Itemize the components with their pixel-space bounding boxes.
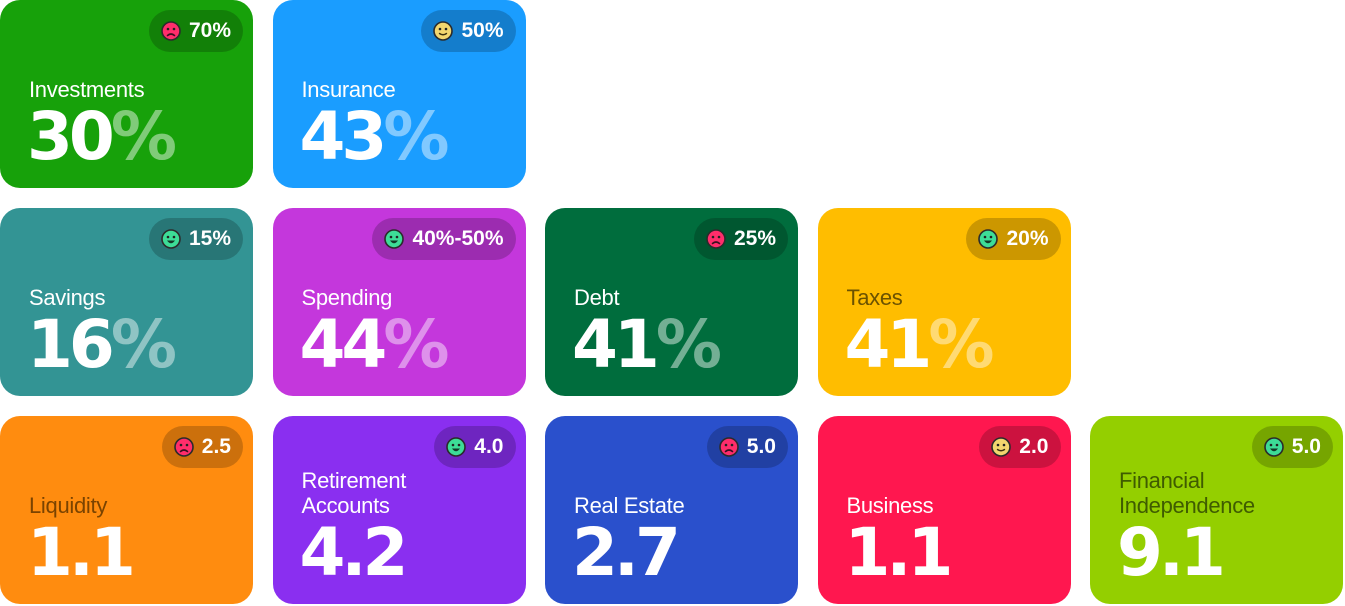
target-badge: 25% [693, 218, 788, 260]
value-number: 4.2 [299, 514, 409, 591]
badge-text: 5.0 [746, 435, 776, 458]
target-badge: 70% [148, 10, 243, 52]
value-number: 43 [299, 98, 388, 175]
target-badge: 2.5 [161, 426, 243, 468]
happy-face-icon [1263, 437, 1284, 457]
card-value: 16% [27, 312, 177, 378]
card-value: 41% [845, 312, 995, 378]
card-retirement-accounts[interactable]: 4.0 Retirement Accounts 4.2 [272, 416, 526, 604]
value-number: 9.1 [1117, 514, 1226, 591]
sad-face-icon [161, 21, 181, 41]
card-liquidity[interactable]: 2.5 Liquidity 1.1 [0, 416, 253, 604]
badge-text: 50% [461, 19, 504, 42]
card-investments[interactable]: 70% Investments 30% [0, 0, 253, 188]
card-real-estate[interactable]: 5.0 Real Estate 2.7 [545, 416, 798, 604]
value-number: 1.1 [844, 514, 954, 591]
card-label: Business [846, 493, 934, 518]
value-number: 16 [27, 306, 115, 383]
value-number: 1.1 [27, 514, 136, 591]
value-number: 30 [27, 98, 115, 175]
value-unit: % [383, 98, 449, 175]
card-value: 30% [27, 104, 177, 170]
target-badge: 20% [966, 218, 1061, 260]
card-label: Savings [29, 285, 106, 310]
badge-text: 5.0 [1291, 435, 1321, 458]
sad-face-icon [706, 229, 726, 249]
value-unit: % [110, 98, 177, 175]
sad-face-icon [718, 437, 739, 457]
badge-text: 4.0 [474, 435, 504, 458]
value-unit: % [383, 306, 449, 383]
card-label: Taxes [846, 285, 903, 310]
card-value: 1.1 [27, 520, 136, 586]
card-value: 1.1 [845, 520, 954, 586]
card-value: 4.2 [300, 520, 409, 586]
target-badge: 2.0 [979, 426, 1061, 468]
neutral-face-icon [991, 437, 1012, 457]
badge-text: 2.5 [201, 435, 231, 458]
card-savings[interactable]: 15% Savings 16% [0, 208, 253, 396]
target-badge: 4.0 [434, 426, 516, 468]
card-value: 41% [572, 312, 722, 378]
card-value: 9.1 [1117, 520, 1226, 586]
sad-face-icon [173, 437, 194, 457]
badge-text: 70% [188, 19, 231, 42]
target-badge: 5.0 [1251, 426, 1333, 468]
badge-text: 20% [1006, 227, 1049, 250]
value-number: 44 [299, 306, 388, 383]
value-number: 2.7 [572, 514, 681, 591]
card-value: 44% [300, 312, 450, 378]
target-badge: 5.0 [706, 426, 788, 468]
neutral-face-icon [433, 21, 454, 41]
badge-text: 40%-50% [412, 227, 504, 250]
card-label: Spending [301, 285, 393, 310]
card-label: Debt [574, 285, 620, 310]
target-badge: 40%-50% [372, 218, 516, 260]
card-label: Investments [29, 77, 145, 102]
happy-face-icon [384, 229, 405, 249]
value-unit: % [110, 306, 177, 383]
value-number: 41 [572, 306, 660, 383]
badge-text: 25% [733, 227, 776, 250]
card-value: 43% [300, 104, 450, 170]
card-financial-independence[interactable]: 5.0 Financial Independence 9.1 [1090, 416, 1343, 604]
happy-face-icon [161, 229, 181, 249]
card-label: Real Estate [574, 493, 685, 518]
value-number: 41 [844, 306, 933, 383]
target-badge: 15% [148, 218, 243, 260]
happy-face-icon [978, 229, 999, 249]
card-label: Retirement Accounts [301, 468, 407, 518]
target-badge: 50% [421, 10, 516, 52]
card-debt[interactable]: 25% Debt 41% [545, 208, 798, 396]
card-taxes[interactable]: 20% Taxes 41% [817, 208, 1071, 396]
happy-face-icon [446, 437, 467, 457]
badge-text: 15% [188, 227, 231, 250]
card-insurance[interactable]: 50% Insurance 43% [272, 0, 526, 188]
card-label: Liquidity [29, 493, 108, 518]
value-unit: % [655, 306, 722, 383]
card-business[interactable]: 2.0 Business 1.1 [817, 416, 1071, 604]
card-spending[interactable]: 40%-50% Spending 44% [272, 208, 526, 396]
value-unit: % [928, 306, 994, 383]
card-value: 2.7 [572, 520, 681, 586]
card-label: Financial Independence [1119, 468, 1255, 518]
badge-text: 2.0 [1019, 435, 1049, 458]
card-label: Insurance [301, 77, 396, 102]
